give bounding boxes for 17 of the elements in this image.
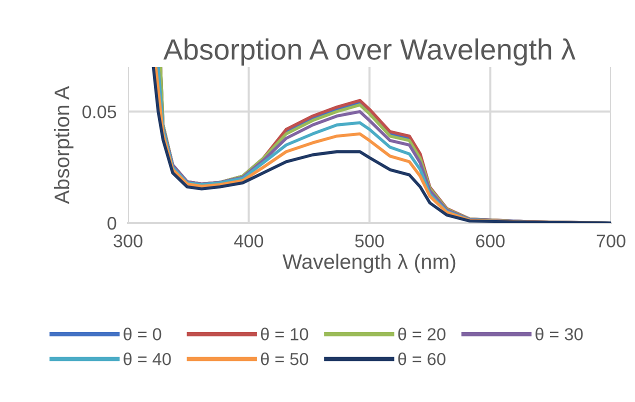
x-tick-label: 300 [114,234,142,248]
chart-title: Absorption A over Wavelength λ [163,38,576,66]
legend-label: θ = 40 [124,352,171,366]
x-tick-label: 500 [355,234,384,248]
legend-label: θ = 20 [398,328,446,340]
x-axis-title: Wavelength λ (nm) [282,254,456,274]
legend-label: θ = 60 [398,352,446,366]
y-tick-label: 0.05 [82,106,116,118]
y-tick-label: 0 [108,216,116,230]
legend-label: θ = 30 [536,328,583,340]
x-tick-label: 600 [476,234,505,248]
legend-label: θ = 0 [124,328,162,340]
legend-label: θ = 50 [260,352,308,366]
y-axis-title: Absorption A [54,86,74,204]
x-tick-label: 400 [234,234,264,248]
legend-label: θ = 10 [260,328,308,340]
x-tick-label: 700 [596,234,626,248]
